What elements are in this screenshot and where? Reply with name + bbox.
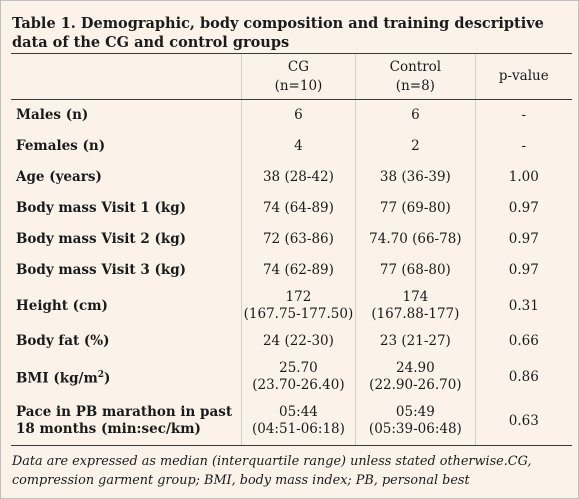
control-value: 38 (36-39) [355,162,476,193]
p-value: 1.00 [474,162,572,193]
table-row: Body mass Visit 1 (kg) 74 (64-89) 77 (69… [11,193,572,224]
cg-value: 74 (64-89) [240,193,356,224]
control-value: 74.70 (66-78) [355,224,476,255]
table-title: Table 1. Demographic, body composition a… [12,15,544,51]
p-value: 0.63 [474,397,572,446]
row-label: BMI (kg/m2) [11,357,241,397]
control-median: 05:49 [395,404,435,420]
row-label: Body mass Visit 2 (kg) [16,231,187,247]
table-row: Body mass Visit 2 (kg) 72 (63-86) 74.70 … [11,224,572,255]
bmi-label: BMI (kg/m [16,370,98,387]
descriptive-data-table: CG (n=10) Control (n=8) p-value Males (n… [11,53,572,446]
header-row: CG (n=10) Control (n=8) p-value [11,53,572,100]
header-cg-label: CG [287,58,309,75]
table-row: Body mass Visit 3 (kg) 74 (62-89) 77 (68… [11,255,572,286]
cg-median: 05:44 [278,404,318,420]
control-range: (05:39-06:48) [368,421,462,437]
row-label: Body mass Visit 3 (kg) [16,262,187,278]
p-value: - [474,131,572,162]
bmi-label-superscript: 2 [97,369,105,380]
cg-median: 25.70 [279,360,318,376]
p-value: 0.66 [474,326,572,357]
cg-median: 172 [285,289,312,305]
header-control: Control (n=8) [355,53,476,100]
row-label: Females (n) [16,138,106,154]
cg-value: 38 (28-42) [240,162,356,193]
control-value: 05:49 (05:39-06:48) [355,397,476,446]
row-label: Height (cm) [16,297,108,314]
row-label: Body mass Visit 1 (kg) [16,200,187,216]
control-value: 23 (21-27) [355,326,476,357]
bmi-label-end: ) [104,370,111,387]
cg-range: (04:51-06:18) [251,421,345,437]
header-pvalue: p-value [474,53,572,100]
cg-range: (23.70-26.40) [252,377,345,393]
control-value: 174 (167.88-177) [355,286,476,326]
table-row: Body fat (%) 24 (22-30) 23 (21-27) 0.66 [11,326,572,357]
control-value: 6 [355,99,476,131]
control-value: 2 [355,131,476,162]
control-median: 174 [402,289,429,305]
control-range: (167.88-177) [371,306,460,322]
p-value: 0.97 [474,193,572,224]
table-footnote: Data are expressed as median (interquart… [12,454,532,488]
row-label: Age (years) [16,169,102,185]
header-control-n: (n=8) [395,77,435,94]
control-value: 77 (68-80) [355,255,476,286]
p-value: 0.97 [474,255,572,286]
table-row: Males (n) 6 6 - [11,99,572,131]
row-label: Body fat (%) [16,333,110,349]
p-value: - [474,99,572,131]
control-value: 77 (69-80) [355,193,476,224]
header-cg-n: (n=10) [274,77,323,94]
control-value: 24.90 (22.90-26.70) [355,357,476,397]
row-label: Males (n) [16,107,89,123]
cg-value: 172 (167.75-177.50) [240,286,356,326]
cg-value: 74 (62-89) [240,255,356,286]
cg-value: 05:44 (04:51-06:18) [240,397,356,446]
table-row: Pace in PB marathon in past 18 months (m… [11,397,572,446]
table-row: BMI (kg/m2) 25.70 (23.70-26.40) 24.90 (2… [11,357,572,397]
p-value: 0.97 [474,224,572,255]
cg-value: 4 [240,131,356,162]
control-median: 24.90 [396,360,435,376]
control-range: (22.90-26.70) [369,377,462,393]
row-label-line2: 18 months (min:sec/km) [16,421,201,437]
p-value: 0.86 [474,357,572,397]
p-value: 0.31 [474,286,572,326]
row-label-line1: Pace in PB marathon in past [16,404,233,420]
cg-range: (167.75-177.50) [243,306,354,322]
cg-value: 6 [240,99,356,131]
header-cg: CG (n=10) [240,53,356,100]
table-row: Females (n) 4 2 - [11,131,572,162]
header-variable [11,53,242,100]
cg-value: 25.70 (23.70-26.40) [240,357,356,397]
row-label: Pace in PB marathon in past 18 months (m… [11,397,242,446]
table-row: Age (years) 38 (28-42) 38 (36-39) 1.00 [11,162,572,193]
cg-value: 24 (22-30) [240,326,356,357]
header-control-label: Control [389,58,442,75]
table-row: Height (cm) 172 (167.75-177.50) 174 (167… [11,286,572,326]
cg-value: 72 (63-86) [240,224,356,255]
